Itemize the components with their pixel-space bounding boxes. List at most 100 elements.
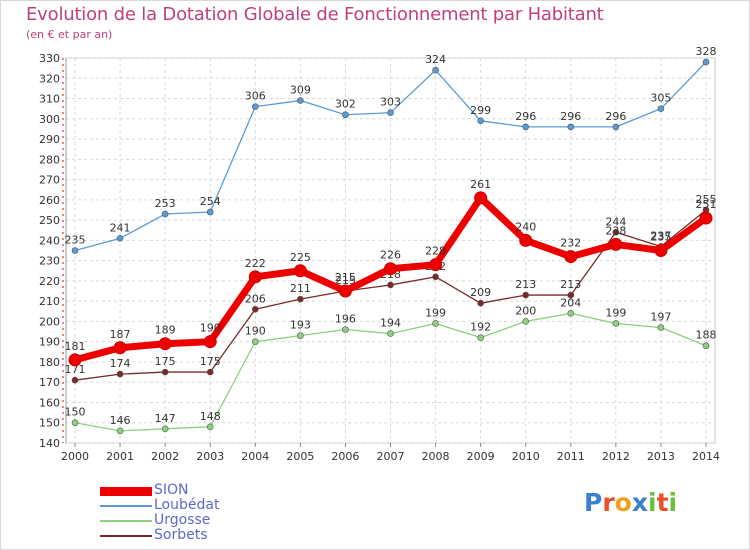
data-point-urgosse [387, 330, 394, 337]
data-label-urgosse: 146 [110, 414, 131, 427]
data-label-sion: 181 [65, 340, 86, 353]
data-point-loubdat [387, 109, 394, 117]
data-label-sion: 261 [470, 178, 491, 191]
x-tick-label: 2000 [61, 450, 89, 463]
data-label-loubdat: 302 [335, 98, 356, 111]
data-point-loubdat [116, 235, 124, 242]
data-point-sorbets [161, 368, 169, 376]
data-point-urgosse [657, 324, 665, 331]
logo-letter: x [631, 488, 648, 517]
data-point-sion [338, 284, 352, 298]
data-label-sion: 251 [696, 198, 717, 211]
data-point-loubdat [251, 103, 259, 110]
y-tick-label: 160 [39, 396, 60, 409]
data-point-sion [609, 237, 623, 251]
data-point-sorbets [71, 376, 79, 384]
data-point-sorbets [567, 291, 575, 299]
data-label-loubdat: 328 [696, 45, 717, 58]
data-point-sorbets [297, 295, 304, 303]
x-tick-label: 2011 [557, 450, 585, 463]
y-tick-label: 280 [39, 153, 60, 166]
logo-letter: t [656, 488, 669, 517]
data-point-urgosse [477, 334, 484, 341]
data-label-sion: 215 [335, 271, 356, 284]
logo-letter: o [614, 488, 632, 517]
data-point-sorbets [477, 299, 484, 307]
data-label-sorbets: 206 [245, 292, 266, 305]
data-point-urgosse [116, 427, 124, 435]
data-label-urgosse: 148 [200, 410, 221, 423]
data-point-sion [158, 337, 172, 351]
data-point-sorbets [206, 368, 214, 376]
data-label-sorbets: 171 [65, 363, 86, 376]
data-label-sion: 189 [155, 324, 176, 337]
data-label-urgosse: 194 [380, 317, 401, 330]
data-label-urgosse: 192 [470, 321, 491, 334]
data-label-urgosse: 196 [335, 313, 356, 326]
data-point-loubdat [342, 111, 349, 119]
data-point-loubdat [477, 117, 484, 125]
data-label-urgosse: 150 [65, 406, 86, 419]
data-point-loubdat [297, 97, 304, 104]
data-label-urgosse: 147 [155, 412, 176, 425]
x-tick-label: 2002 [151, 450, 179, 463]
data-label-urgosse: 190 [245, 325, 266, 338]
data-label-loubdat: 296 [560, 110, 581, 123]
logo-letter: r [602, 488, 615, 517]
data-label-sion: 222 [245, 257, 266, 270]
x-tick-label: 2012 [602, 450, 630, 463]
data-label-sion: 228 [425, 245, 446, 258]
data-point-sorbets [251, 305, 259, 313]
data-point-sion [564, 250, 578, 264]
data-point-loubdat [567, 123, 575, 131]
y-tick-label: 220 [39, 275, 60, 288]
data-point-urgosse [522, 318, 530, 325]
data-label-loubdat: 296 [605, 110, 626, 123]
data-label-sorbets: 175 [155, 355, 176, 368]
data-label-urgosse: 188 [696, 329, 717, 342]
data-point-sorbets [387, 281, 394, 289]
data-point-urgosse [297, 332, 304, 339]
data-point-urgosse [206, 423, 214, 431]
data-label-sion: 232 [560, 237, 581, 250]
x-tick-label: 2007 [377, 450, 405, 463]
data-label-urgosse: 199 [425, 306, 446, 319]
y-tick-label: 210 [39, 295, 60, 308]
legend-swatch [100, 505, 152, 507]
data-label-urgosse: 199 [605, 306, 626, 319]
data-label-urgosse: 204 [560, 296, 581, 309]
x-tick-label: 2005 [286, 450, 314, 463]
y-tick-label: 200 [39, 315, 60, 328]
data-label-loubdat: 296 [515, 110, 536, 123]
legend-swatch [100, 520, 152, 522]
data-point-loubdat [161, 210, 169, 218]
data-label-sorbets: 244 [605, 215, 626, 228]
logo-letter: P [584, 488, 603, 517]
x-tick-label: 2008 [422, 450, 450, 463]
x-tick-label: 2004 [241, 450, 269, 463]
y-tick-label: 270 [39, 174, 60, 187]
data-label-sorbets: 255 [696, 193, 717, 206]
y-tick-label: 240 [39, 234, 60, 247]
y-tick-label: 230 [39, 255, 60, 268]
logo-letter: i [668, 488, 678, 517]
legend-label: Sorbets [154, 527, 208, 543]
y-tick-label: 330 [39, 52, 60, 65]
data-label-urgosse: 197 [650, 311, 671, 324]
data-point-sion [699, 211, 713, 225]
data-point-sion [654, 244, 668, 257]
y-tick-label: 170 [39, 376, 60, 389]
data-label-loubdat: 253 [155, 197, 176, 210]
y-tick-label: 250 [39, 214, 60, 227]
proxiti-logo: Proxiti [584, 488, 677, 517]
data-label-sorbets: 211 [290, 282, 311, 295]
data-label-sorbets: 213 [515, 278, 536, 291]
data-point-urgosse [251, 338, 259, 345]
data-label-urgosse: 200 [515, 304, 536, 317]
data-label-loubdat: 305 [650, 92, 671, 105]
x-tick-label: 2014 [692, 450, 720, 463]
y-tick-label: 260 [39, 194, 60, 207]
data-point-sion [113, 341, 127, 355]
data-point-loubdat [206, 208, 214, 216]
data-label-loubdat: 235 [65, 234, 86, 247]
